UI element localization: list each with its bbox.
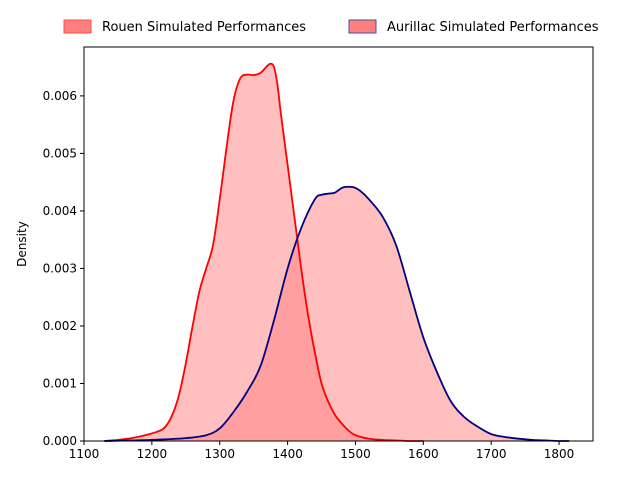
legend-label-aurillac: Aurillac Simulated Performances: [387, 20, 599, 35]
y-tick-label: 0.005: [43, 146, 77, 160]
x-tick-label: 1100: [69, 447, 100, 461]
y-axis: 0.000 0.001 0.002 0.003 0.004 0.005 0.006: [43, 89, 84, 448]
legend-swatch-rouen: [63, 19, 92, 34]
x-tick-label: 1400: [272, 447, 303, 461]
x-tick-label: 1200: [137, 447, 168, 461]
y-tick-label: 0.004: [43, 204, 77, 218]
y-tick-label: 0.001: [43, 376, 77, 390]
y-tick-label: 0.006: [43, 89, 77, 103]
y-tick-label: 0.003: [43, 261, 77, 275]
x-tick-label: 1300: [204, 447, 235, 461]
plot-fills: [104, 63, 570, 441]
x-tick-label: 1800: [544, 447, 575, 461]
x-tick-label: 1600: [408, 447, 439, 461]
series-line-aurillac: [104, 185, 570, 442]
y-tick-label: 0.002: [43, 319, 77, 333]
y-axis-title: Density: [15, 221, 29, 267]
legend-label-rouen: Rouen Simulated Performances: [102, 20, 306, 35]
x-axis: 1100 1200 1300 1400 1500 1600 1700 1800: [69, 441, 575, 461]
x-tick-label: 1500: [340, 447, 371, 461]
plot-frame: [83, 46, 594, 442]
series-line-rouen: [104, 62, 424, 442]
series-fill-aurillac: [104, 186, 570, 441]
y-tick-label: 0.000: [43, 434, 77, 448]
series-fill-rouen: [104, 63, 424, 441]
plot-lines: [104, 62, 570, 442]
legend-swatch-aurillac: [348, 19, 377, 34]
x-tick-label: 1700: [476, 447, 507, 461]
legend: Rouen Simulated Performances Aurillac Si…: [63, 19, 599, 35]
